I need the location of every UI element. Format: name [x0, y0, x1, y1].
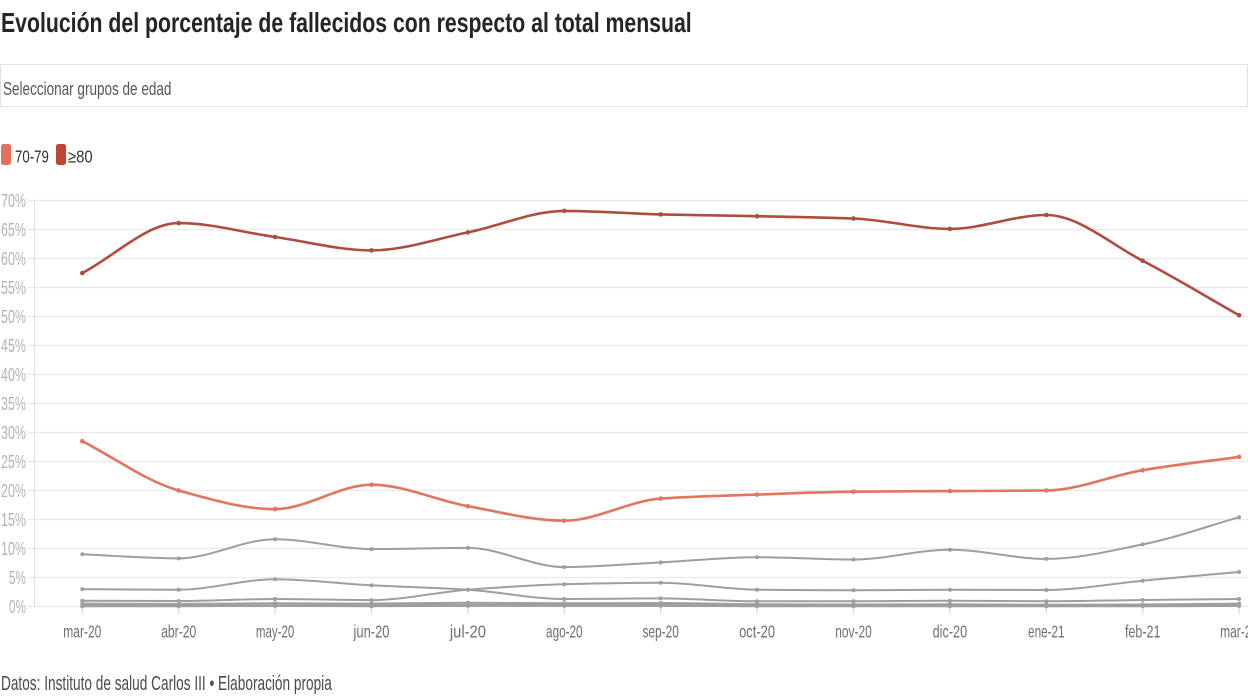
svg-text:0%: 0%: [9, 597, 26, 617]
svg-text:jun-20: jun-20: [353, 622, 390, 642]
svg-text:ago-20: ago-20: [546, 622, 583, 642]
svg-text:feb-21: feb-21: [1125, 622, 1161, 642]
svg-text:abr-20: abr-20: [161, 622, 196, 642]
svg-text:40%: 40%: [1, 365, 26, 385]
svg-text:may-20: may-20: [256, 622, 295, 642]
svg-text:45%: 45%: [1, 336, 26, 356]
svg-text:mar-20: mar-20: [63, 622, 101, 642]
svg-text:ene-21: ene-21: [1028, 622, 1065, 642]
svg-text:10%: 10%: [1, 539, 26, 559]
svg-text:jul-20: jul-20: [449, 622, 486, 642]
svg-text:15%: 15%: [1, 510, 26, 530]
svg-text:5%: 5%: [9, 568, 26, 588]
svg-text:70%: 70%: [1, 191, 26, 211]
svg-text:sep-20: sep-20: [642, 622, 679, 642]
svg-text:nov-20: nov-20: [835, 622, 872, 642]
svg-text:dic-20: dic-20: [933, 622, 968, 642]
svg-text:55%: 55%: [1, 278, 26, 298]
svg-text:35%: 35%: [1, 394, 26, 414]
svg-text:20%: 20%: [1, 481, 26, 501]
svg-text:25%: 25%: [1, 452, 26, 472]
svg-text:60%: 60%: [1, 249, 26, 269]
svg-text:oct-20: oct-20: [739, 622, 775, 642]
svg-text:30%: 30%: [1, 423, 26, 443]
svg-text:50%: 50%: [1, 307, 26, 327]
svg-text:65%: 65%: [1, 220, 26, 240]
svg-text:mar-21: mar-21: [1220, 622, 1248, 642]
